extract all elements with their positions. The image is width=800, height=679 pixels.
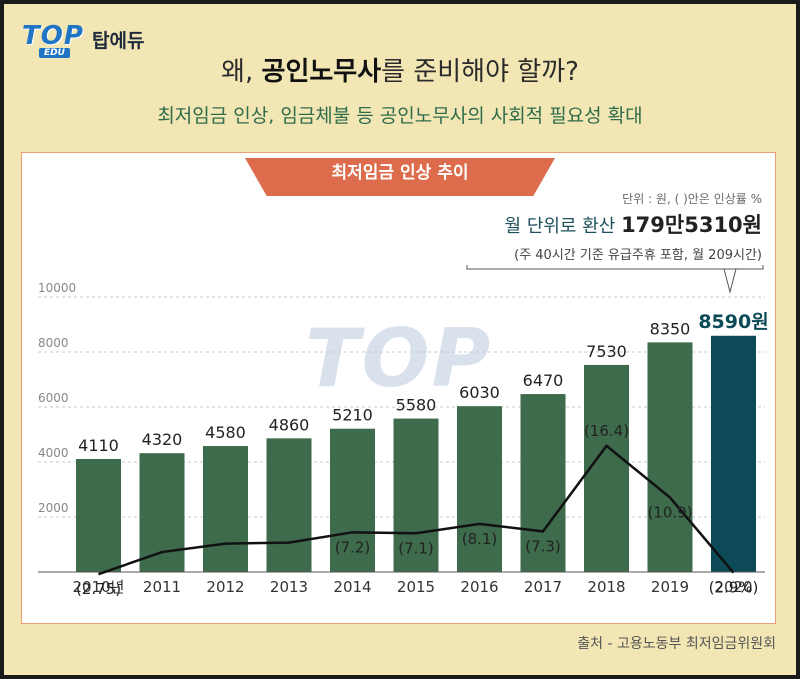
watermark-logo: TOP: [305, 312, 493, 405]
chart-banner: 최저임금 인상 추이: [245, 158, 555, 196]
monthly-value: 179만5310원: [621, 213, 762, 237]
bar-value-label: 4110: [78, 436, 119, 455]
page-title: 왜, 공인노무사를 준비해야 할까?: [0, 51, 800, 88]
bar: [76, 458, 121, 572]
brand-logo[interactable]: TOP EDU 탑에듀: [22, 21, 162, 61]
x-tick-label: 2015: [397, 578, 435, 596]
logo-edu-text: EDU: [39, 48, 70, 58]
x-tick-label: 2010년: [73, 578, 125, 596]
bar: [520, 394, 566, 572]
x-tick-label: 2018: [587, 578, 625, 596]
x-tick-label: 2011: [143, 578, 181, 596]
monthly-basis-note: (주 40시간 기준 유급주휴 포함, 월 209시간): [514, 248, 762, 263]
bar: [266, 438, 312, 572]
bar-value-label: 4580: [205, 423, 246, 442]
x-tick-label: 2014: [333, 578, 371, 596]
unit-note: 단위 : 원, ( )안은 인상률 %: [622, 192, 762, 206]
y-tick-label: 2000: [38, 501, 69, 515]
title-post: 를 준비해야 할까?: [381, 57, 579, 87]
bar: [393, 418, 439, 572]
y-tick-label: 4000: [38, 446, 69, 460]
callout-bracket: [466, 265, 764, 294]
rate-line: [98, 444, 735, 576]
page-subtitle: 최저임금 인상, 임금체불 등 공인노무사의 사회적 필요성 확대: [157, 105, 643, 127]
x-tick-label: 2020: [714, 578, 752, 596]
logo-top-text: TOP: [22, 21, 84, 51]
brand-name: 탑에듀: [92, 30, 145, 52]
bar-value-label: 5580: [396, 396, 437, 415]
chart-banner-label: 최저임금 인상 추이: [331, 163, 469, 183]
rate-label: (2.75): [76, 580, 121, 598]
bar: [139, 453, 185, 572]
y-tick-label: 6000: [38, 391, 69, 405]
bar-value-label: 6030: [459, 383, 500, 402]
x-tick-label: 2013: [270, 578, 308, 596]
bar-value-label: 7530: [586, 342, 627, 361]
x-tick-label: 2016: [460, 578, 498, 596]
bar: [584, 364, 629, 572]
monthly-label: 월 단위로 환산: [504, 216, 622, 237]
rate-label: (7.2): [335, 538, 371, 556]
rate-label: (16.4): [584, 422, 629, 440]
rate-label: (10.9): [647, 504, 692, 522]
bar-value-label: 6470: [523, 371, 564, 390]
rate-label: (2.9%): [709, 579, 759, 597]
bar: [203, 446, 248, 572]
x-tick-label: 2012: [206, 578, 244, 596]
bar: [647, 342, 693, 572]
rate-label: (7.1): [398, 539, 434, 557]
x-tick-label: 2017: [524, 578, 562, 596]
rate-label: (8.1): [462, 530, 498, 548]
bar-value-label: 8590원: [698, 311, 768, 333]
bar-value-label: 4320: [142, 430, 183, 449]
bar: [457, 406, 502, 572]
y-tick-label: 8000: [38, 336, 69, 350]
title-pre: 왜,: [221, 57, 262, 87]
bar: [711, 335, 756, 572]
rate-label: (7.3): [525, 537, 561, 555]
bar: [330, 428, 375, 572]
source-note: 출처 - 고용노동부 최저임금위원회: [577, 636, 776, 652]
x-tick-label: 2019: [651, 578, 689, 596]
bar-value-label: 4860: [269, 415, 310, 434]
title-bold: 공인노무사: [261, 57, 382, 87]
y-tick-label: 10000: [38, 281, 76, 295]
bar-value-label: 8350: [650, 319, 691, 338]
bar-value-label: 5210: [332, 406, 373, 425]
monthly-conversion: 월 단위로 환산 179만5310원: [505, 209, 762, 239]
